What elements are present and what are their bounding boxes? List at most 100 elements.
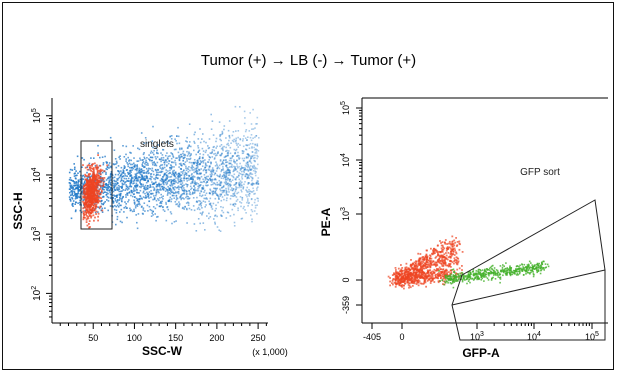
- scatter-point-green: [506, 267, 508, 269]
- scatter-point-blue: [193, 159, 196, 161]
- scatter-point-blue: [256, 145, 259, 147]
- scatter-point-blue: [175, 164, 177, 166]
- scatter-point-blue: [191, 164, 193, 167]
- scatter-point-blue: [143, 175, 146, 178]
- scatter-point-blue: [155, 158, 157, 160]
- scatter-point-blue: [207, 168, 210, 171]
- scatter-point-blue: [251, 155, 254, 158]
- scatter-point-blue: [88, 162, 91, 165]
- scatter-point-blue: [106, 184, 108, 186]
- scatter-point-blue: [127, 177, 130, 180]
- scatter-point-blue: [152, 170, 155, 173]
- scatter-point-blue: [181, 182, 184, 184]
- scatter-point-blue: [137, 172, 139, 174]
- scatter-point-blue: [239, 138, 241, 140]
- scatter-point-blue: [256, 149, 258, 151]
- scatter-point-green: [508, 271, 511, 273]
- scatter-point-red: [430, 259, 432, 262]
- scatter-point-red: [422, 283, 425, 285]
- scatter-point-blue: [109, 181, 112, 184]
- scatter-point-green: [497, 271, 500, 274]
- scatter-point-blue: [156, 156, 159, 158]
- scatter-point-blue: [246, 174, 249, 176]
- scatter-point-blue: [205, 177, 207, 180]
- scatter-point-red: [84, 188, 86, 191]
- scatter-point-blue: [69, 168, 72, 171]
- scatter-point-blue: [159, 165, 161, 168]
- scatter-point-red: [88, 166, 91, 169]
- scatter-point-blue: [135, 176, 137, 178]
- scatter-point-blue: [238, 181, 241, 184]
- scatter-point-blue: [105, 171, 107, 174]
- scatter-point-red: [88, 212, 90, 215]
- scatter-point-blue: [250, 198, 253, 201]
- scatter-point-green: [534, 267, 537, 270]
- scatter-point-blue: [223, 172, 226, 174]
- scatter-point-blue: [139, 169, 142, 171]
- scatter-point-red: [91, 173, 94, 175]
- scatter-point-blue: [193, 223, 196, 225]
- scatter-point-red: [408, 270, 411, 273]
- scatter-point-blue: [257, 177, 260, 179]
- scatter-point-blue: [220, 154, 223, 156]
- scatter-point-green: [476, 278, 478, 281]
- scatter-point-blue: [144, 161, 147, 164]
- scatter-point-red: [92, 191, 95, 194]
- scatter-point-blue: [155, 186, 158, 188]
- scatter-point-blue: [177, 205, 179, 207]
- scatter-point-red: [458, 267, 461, 270]
- scatter-point-blue: [113, 195, 116, 197]
- scatter-point-blue: [176, 197, 179, 200]
- scatter-point-blue: [125, 187, 128, 190]
- scatter-point-blue: [208, 138, 211, 140]
- scatter-point-red: [92, 183, 95, 186]
- scatter-point-blue: [136, 221, 138, 224]
- scatter-point-blue: [143, 165, 146, 168]
- scatter-point-blue: [102, 203, 105, 206]
- scatter-point-green: [495, 274, 497, 276]
- scatter-point-red: [84, 174, 87, 177]
- scatter-point-blue: [156, 161, 159, 164]
- scatter-point-red: [94, 199, 97, 201]
- scatter-point-blue: [214, 154, 217, 157]
- scatter-point-red: [103, 177, 106, 179]
- scatter-point-blue: [136, 178, 138, 180]
- scatter-point-green: [540, 266, 543, 269]
- scatter-point-blue: [69, 198, 72, 201]
- scatter-point-blue: [251, 166, 254, 168]
- scatter-point-red: [414, 268, 417, 271]
- scatter-point-red: [429, 255, 432, 257]
- scatter-point-blue: [161, 159, 164, 161]
- scatter-point-blue: [243, 205, 245, 208]
- scatter-point-blue: [250, 209, 253, 211]
- scatter-point-blue: [256, 167, 258, 170]
- scatter-point-blue: [170, 183, 173, 185]
- scatter-point-green: [469, 277, 471, 280]
- scatter-point-blue: [136, 169, 138, 172]
- scatter-point-red: [102, 184, 105, 186]
- scatter-point-blue: [161, 178, 163, 181]
- scatter-point-blue: [71, 190, 74, 192]
- scatter-point-blue: [239, 196, 242, 198]
- scatter-point-blue: [75, 195, 77, 197]
- scatter-point-blue: [240, 202, 243, 204]
- scatter-point-red: [414, 274, 417, 277]
- scatter-point-blue: [211, 151, 213, 153]
- scatter-point-blue: [229, 157, 232, 159]
- scatter-point-blue: [167, 158, 169, 160]
- scatter-point-blue: [211, 156, 214, 158]
- scatter-point-blue: [204, 164, 207, 166]
- scatter-point-blue: [126, 216, 128, 219]
- scatter-point-blue: [250, 173, 252, 175]
- scatter-point-blue: [106, 199, 108, 201]
- scatter-point-blue: [111, 174, 114, 177]
- scatter-point-blue: [217, 195, 219, 197]
- scatter-point-blue: [138, 169, 141, 172]
- scatter-point-blue: [119, 197, 121, 200]
- scatter-point-red: [395, 269, 397, 271]
- scatter-point-blue: [234, 178, 236, 181]
- scatter-point-blue: [170, 212, 173, 215]
- scatter-point-blue: [145, 164, 148, 166]
- scatter-point-red: [95, 213, 97, 215]
- scatter-point-blue: [193, 209, 196, 212]
